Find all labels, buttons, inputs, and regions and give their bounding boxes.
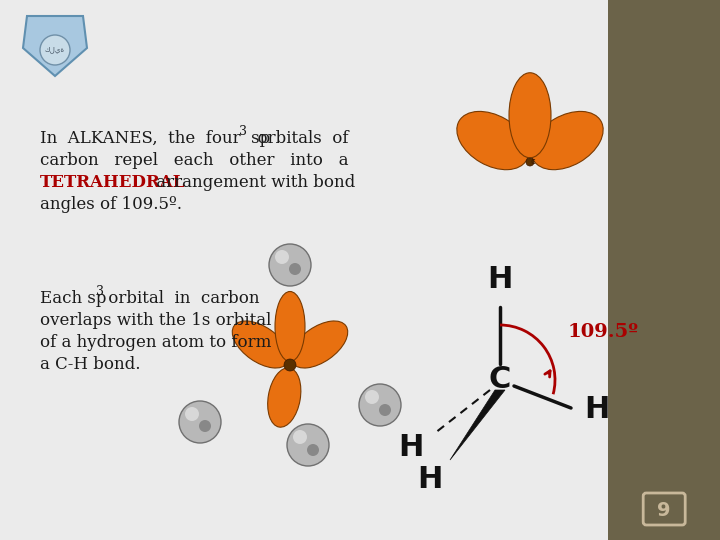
Text: of a hydrogen atom to form: of a hydrogen atom to form <box>40 334 271 351</box>
Text: 109.5º: 109.5º <box>568 323 639 341</box>
Ellipse shape <box>365 390 379 404</box>
Text: a C-H bond.: a C-H bond. <box>40 356 140 373</box>
Text: orbitals  of: orbitals of <box>247 130 348 147</box>
Ellipse shape <box>307 444 319 456</box>
Ellipse shape <box>293 430 307 444</box>
Ellipse shape <box>379 404 391 416</box>
Text: overlaps with the 1s orbital: overlaps with the 1s orbital <box>40 312 271 329</box>
Text: H: H <box>418 465 443 495</box>
Ellipse shape <box>456 111 529 170</box>
Ellipse shape <box>269 244 311 286</box>
Ellipse shape <box>526 158 534 166</box>
Text: arrangement with bond: arrangement with bond <box>151 174 355 191</box>
Text: 3: 3 <box>96 285 104 298</box>
Polygon shape <box>450 390 505 460</box>
Text: كلية: كلية <box>45 46 65 53</box>
Ellipse shape <box>40 35 70 65</box>
Ellipse shape <box>275 250 289 264</box>
Ellipse shape <box>268 368 301 427</box>
Bar <box>608 0 720 540</box>
Text: H: H <box>487 265 513 294</box>
Ellipse shape <box>233 321 289 368</box>
Ellipse shape <box>291 321 348 368</box>
Ellipse shape <box>185 407 199 421</box>
Text: Each sp: Each sp <box>40 290 107 307</box>
Text: C: C <box>489 366 511 395</box>
Text: 9: 9 <box>657 501 671 519</box>
Ellipse shape <box>287 424 329 466</box>
Ellipse shape <box>275 292 305 361</box>
Text: angles of 109.5º.: angles of 109.5º. <box>40 196 182 213</box>
Ellipse shape <box>359 384 401 426</box>
Polygon shape <box>23 16 87 76</box>
Text: H: H <box>585 395 610 424</box>
Ellipse shape <box>289 263 301 275</box>
Text: c: c <box>531 157 535 165</box>
Text: 3: 3 <box>239 125 247 138</box>
Text: H: H <box>398 433 423 462</box>
Ellipse shape <box>284 359 296 371</box>
Text: orbital  in  carbon: orbital in carbon <box>103 290 259 307</box>
Ellipse shape <box>509 73 551 158</box>
Ellipse shape <box>179 401 221 443</box>
Ellipse shape <box>199 420 211 432</box>
Text: carbon   repel   each   other   into   a: carbon repel each other into a <box>40 152 348 169</box>
Text: In  ALKANES,  the  four  sp: In ALKANES, the four sp <box>40 130 270 147</box>
Text: TETRAHEDRAL: TETRAHEDRAL <box>40 174 185 191</box>
Ellipse shape <box>531 111 603 170</box>
